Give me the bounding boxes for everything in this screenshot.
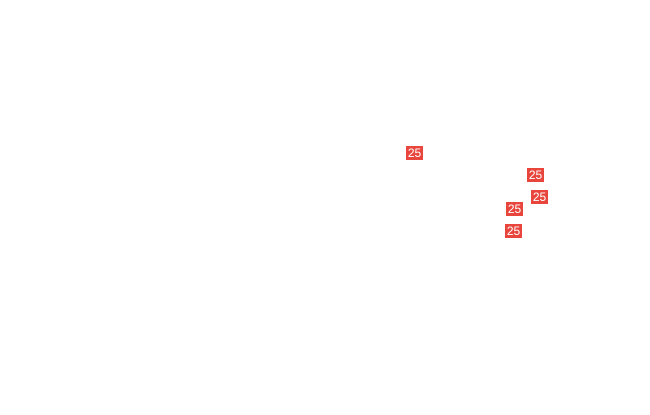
- count-badge[interactable]: 25: [527, 168, 544, 182]
- count-badge[interactable]: 25: [506, 202, 523, 216]
- count-badge[interactable]: 25: [505, 224, 522, 238]
- count-badge[interactable]: 25: [531, 190, 548, 204]
- count-badge[interactable]: 25: [406, 146, 423, 160]
